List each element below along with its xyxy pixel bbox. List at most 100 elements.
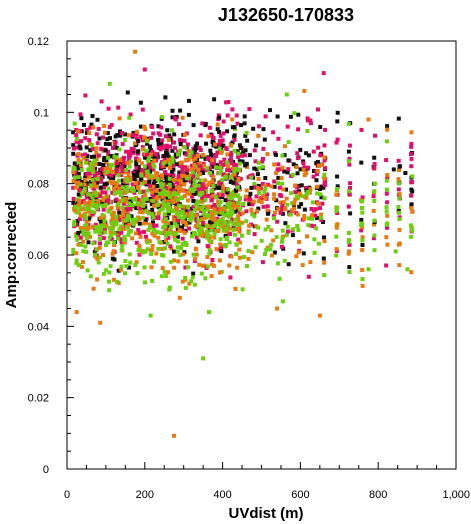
data-point: [92, 187, 97, 192]
data-point: [93, 229, 98, 234]
data-point: [126, 214, 131, 219]
data-point: [80, 260, 85, 265]
plot-frame: [66, 40, 457, 470]
data-point: [107, 270, 112, 275]
data-point: [249, 175, 254, 180]
data-point: [409, 141, 414, 146]
data-point: [372, 162, 377, 167]
data-point: [202, 163, 207, 168]
data-point: [214, 144, 219, 149]
data-point: [396, 187, 401, 192]
data-point: [156, 215, 161, 219]
data-point: [137, 243, 142, 248]
data-point: [114, 155, 119, 160]
data-point: [134, 206, 139, 211]
data-point: [230, 166, 235, 171]
data-point: [206, 213, 211, 218]
data-point: [322, 176, 327, 181]
data-point: [312, 224, 317, 229]
data-point: [185, 176, 190, 181]
data-point: [184, 152, 189, 157]
data-point: [346, 159, 351, 164]
data-point: [208, 157, 213, 162]
data-point: [125, 188, 130, 193]
data-point: [197, 223, 202, 228]
data-point: [172, 132, 177, 137]
data-point: [110, 227, 115, 232]
data-point: [189, 234, 194, 239]
data-point: [290, 172, 295, 177]
data-point: [224, 226, 229, 231]
data-point: [168, 161, 172, 166]
data-point: [228, 232, 233, 237]
data-point: [79, 264, 84, 269]
data-point: [160, 182, 165, 187]
data-point: [92, 154, 96, 159]
data-point: [295, 151, 300, 156]
data-point: [246, 256, 251, 261]
data-point: [79, 180, 84, 184]
data-point: [152, 259, 156, 264]
data-point: [209, 188, 214, 193]
data-point: [179, 160, 184, 165]
data-point: [409, 193, 414, 198]
data-point: [209, 198, 214, 203]
data-point: [90, 114, 95, 118]
data-point: [279, 176, 284, 181]
data-point: [373, 133, 377, 138]
data-point: [252, 182, 257, 186]
data-point: [199, 164, 204, 169]
data-point: [102, 124, 107, 128]
data-point: [168, 191, 173, 196]
data-point: [123, 138, 128, 142]
data-point: [189, 150, 194, 155]
data-point: [237, 247, 242, 252]
data-point: [220, 210, 224, 215]
data-point: [276, 136, 281, 141]
data-point: [106, 149, 110, 154]
data-point: [187, 226, 192, 231]
data-point: [169, 246, 174, 251]
data-point: [172, 191, 176, 196]
data-point: [78, 112, 83, 117]
data-point: [240, 153, 245, 158]
data-point: [88, 274, 93, 279]
data-point: [105, 131, 110, 135]
data-point: [184, 207, 188, 212]
data-point: [334, 225, 339, 230]
data-point: [95, 177, 100, 182]
data-point: [120, 169, 125, 173]
data-point: [204, 229, 209, 234]
data-point: [316, 145, 321, 150]
data-point: [143, 127, 148, 132]
data-point: [142, 124, 147, 129]
data-point: [282, 144, 287, 149]
data-point: [128, 177, 133, 182]
data-point: [319, 212, 324, 217]
data-point: [171, 208, 176, 213]
data-point: [256, 187, 261, 192]
data-point: [285, 170, 290, 175]
data-point: [323, 181, 327, 186]
data-point: [308, 121, 313, 126]
data-point: [134, 240, 139, 245]
data-point: [94, 150, 99, 155]
data-point: [94, 206, 99, 211]
data-point: [189, 163, 194, 168]
data-point: [295, 212, 300, 217]
data-point: [148, 169, 152, 174]
data-point: [170, 156, 175, 161]
data-point: [274, 235, 279, 240]
data-point: [168, 244, 173, 249]
data-point: [296, 228, 301, 233]
data-point: [229, 161, 234, 166]
data-point: [244, 130, 249, 135]
data-point: [190, 170, 195, 175]
data-point: [195, 203, 200, 208]
data-point: [220, 183, 225, 188]
data-point: [231, 222, 236, 227]
data-point: [166, 157, 171, 162]
data-point: [360, 243, 365, 247]
data-point: [134, 156, 138, 161]
data-point: [112, 240, 117, 245]
